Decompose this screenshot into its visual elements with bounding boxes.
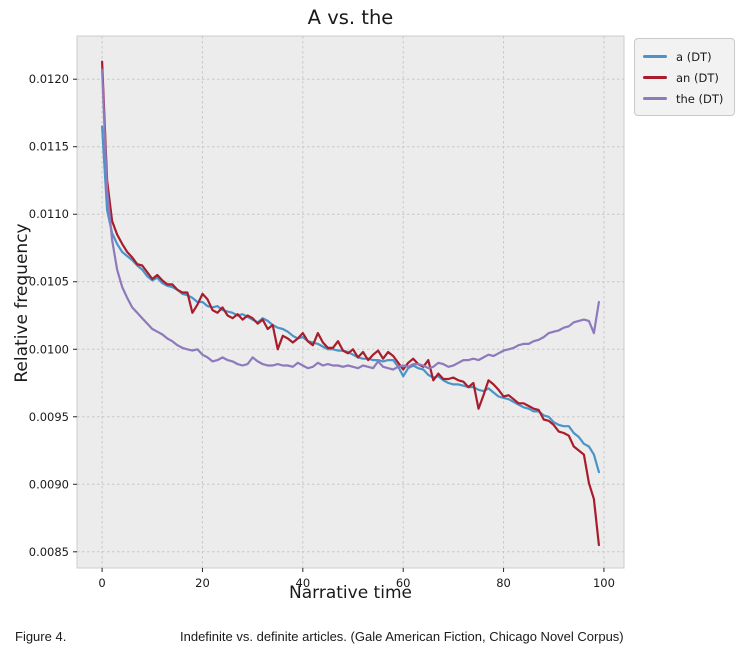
- y-tick-label: 0.0110: [29, 207, 69, 221]
- legend-line-swatch-an-dt: [643, 76, 667, 79]
- legend-label-an-dt: an (DT): [676, 70, 719, 85]
- x-tick-label: 0: [98, 576, 105, 590]
- figure-caption-text: Indefinite vs. definite articles. (Gale …: [180, 629, 624, 644]
- plot-area: [76, 35, 625, 569]
- figure-caption-label: Figure 4.: [15, 629, 67, 644]
- chart-title: A vs. the: [307, 6, 394, 29]
- plot-canvas: 0.0085 0.0090 0.0095 0.0100 0.0105 0.0110 0.01…: [29, 35, 625, 590]
- y-tick-label: 0.0100: [29, 342, 69, 356]
- y-axis-label: Relative frequency: [12, 223, 32, 383]
- x-tick-label: 20: [195, 576, 210, 590]
- legend-line-swatch-a-dt: [643, 55, 667, 58]
- x-tick-label: 40: [296, 576, 311, 590]
- legend-label-the-dt: the (DT): [676, 91, 724, 106]
- y-tick-label: 0.0115: [29, 140, 69, 154]
- series-line-the-dt: [100, 68, 601, 371]
- y-tick-label: 0.0090: [29, 477, 69, 491]
- y-tick-label: 0.0120: [29, 72, 69, 86]
- legend-item-a-dt: a (DT): [643, 46, 726, 67]
- legend-line-swatch-the-dt: [643, 97, 667, 100]
- x-tick-label: 60: [396, 576, 411, 590]
- x-axis-label: Narrative time: [289, 583, 412, 603]
- y-tick-label: 0.0095: [29, 410, 69, 424]
- legend-label-a-dt: a (DT): [676, 49, 712, 64]
- legend-item-the-dt: the (DT): [643, 88, 726, 109]
- series-line-a-dt: [100, 125, 601, 474]
- figure-caption: Figure 4. Indefinite vs. definite articl…: [0, 627, 744, 651]
- legend-item-an-dt: an (DT): [643, 67, 726, 88]
- x-tick-label: 100: [593, 576, 615, 590]
- series-line-an-dt: [100, 60, 601, 547]
- y-tick-label: 0.0085: [29, 545, 69, 559]
- legend: a (DT) an (DT) the (DT): [634, 38, 735, 116]
- x-tick-label: 80: [496, 576, 511, 590]
- y-tick-label: 0.0105: [29, 275, 69, 289]
